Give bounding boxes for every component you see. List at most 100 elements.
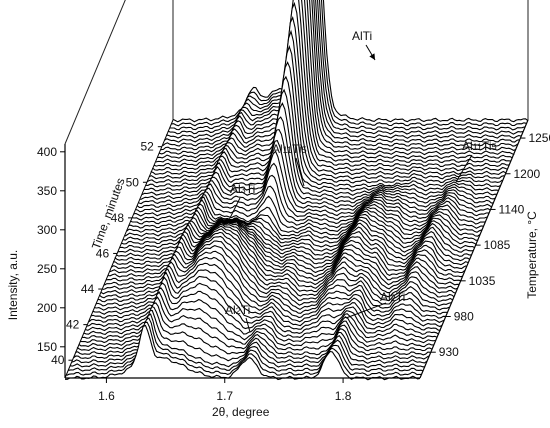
scan-line [78, 291, 434, 348]
scan-line [143, 75, 499, 192]
temperature-tick-label: 1035 [469, 274, 496, 288]
scan-line [157, 0, 513, 160]
x-tick-label: 1.8 [335, 389, 352, 403]
back-frame [64, 0, 529, 145]
time-tick-label: 52 [140, 140, 154, 154]
scan-line [128, 185, 484, 229]
scan-line [90, 256, 446, 319]
scan-line [147, 44, 503, 184]
x-tick-label: 1.6 [98, 389, 115, 403]
scan-line [94, 245, 450, 311]
phase-label-al3ti: Al3Ti [230, 182, 255, 196]
time-tick-label: 42 [66, 318, 80, 332]
scan-line [131, 162, 488, 221]
scan-line [140, 102, 496, 201]
front-frame [64, 119, 529, 379]
scan-line [129, 174, 486, 225]
scan-fill [140, 103, 496, 205]
scan-line [167, 0, 523, 135]
scan-line [66, 321, 422, 377]
time-tick-label: 40 [51, 353, 65, 367]
phase-label-al2ti-right: Al2Ti [380, 290, 405, 304]
scan-line [172, 0, 529, 123]
scan-fill [173, 0, 528, 128]
scan-line [82, 282, 438, 340]
scan-line [97, 235, 453, 303]
scan-line [73, 306, 429, 360]
time-tick-label: 44 [81, 282, 95, 296]
al2ti-right-pointer [345, 302, 387, 319]
scan-line [136, 128, 493, 208]
scan-line [68, 317, 424, 372]
scan-line [124, 193, 481, 237]
temperature-tick-label: 1140 [499, 202, 525, 216]
scan-line [95, 240, 452, 307]
scan-fill [142, 90, 498, 201]
scan-fill [169, 0, 525, 136]
scan-line [152, 1, 508, 172]
scan-line [135, 139, 491, 213]
scan-line [145, 61, 501, 188]
axis-ticks: 1.6 1.7 1.8 150 200 250 300 350 400 40 42 44 46 48 50 5… [37, 131, 550, 403]
scan-line [165, 0, 522, 139]
al11ti5-right-pointer [455, 154, 473, 183]
scan-line [138, 116, 494, 205]
phase-label-al11ti5-right: Al11Ti5 [462, 139, 497, 153]
phase-label-al2ti-left: Al2Ti [225, 303, 250, 317]
time-tick-label: 46 [96, 246, 110, 260]
frame-left-diagonal [64, 0, 126, 145]
scan-line [75, 302, 431, 356]
al3ti-pointer [227, 197, 241, 223]
alti-pointer [365, 44, 376, 61]
temperature-tick-label: 1200 [514, 167, 541, 181]
scan-line [159, 0, 515, 156]
temperature-axis-line [419, 119, 529, 379]
x-axis-label: 2θ, degree [212, 405, 270, 419]
temperature-tick-label: 930 [439, 345, 459, 359]
y-tick-label: 350 [37, 184, 57, 198]
scan-line [160, 0, 517, 152]
phase-annotations: AlTi Al11Ti5 Al3Ti Al11Ti5 Al2Ti Al2Ti [225, 29, 497, 333]
x-tick-label: 1.7 [216, 389, 233, 403]
temperature-tick-label: 1085 [484, 238, 511, 252]
scan-line [76, 296, 433, 352]
scan-line [126, 191, 482, 233]
al2ti-left-pointer [245, 317, 251, 333]
scan-line [148, 29, 505, 180]
scan-lines [65, 0, 529, 386]
scan-line [164, 0, 520, 143]
temperature-axis-label: Temperature, °C [525, 211, 539, 299]
y-axis-label: Intensity, a.u. [6, 250, 20, 320]
scan-fill [65, 325, 420, 386]
time-axis-line [64, 119, 174, 379]
y-tick-label: 250 [37, 262, 57, 276]
time-tick-label: 50 [126, 175, 140, 189]
scan-line [155, 0, 511, 164]
scan-line [133, 150, 489, 217]
y-tick-label: 200 [37, 301, 57, 315]
scan-line [153, 0, 510, 168]
scan-line [171, 0, 527, 127]
scan-fill [171, 0, 527, 132]
scan-line [88, 262, 445, 324]
y-tick-label: 300 [37, 223, 57, 237]
scan-line [71, 310, 428, 364]
phase-label-alti: AlTi [352, 29, 372, 43]
scan-line [85, 271, 441, 332]
scan-line [70, 313, 426, 369]
scan-line [92, 250, 448, 315]
y-tick-label: 400 [37, 145, 57, 159]
scan-line [80, 287, 436, 344]
temperature-tick-label: 1250 [528, 131, 550, 145]
phase-label-al11ti5-top: Al11Ti5 [272, 142, 307, 156]
scan-line [87, 268, 443, 328]
scan-line [169, 0, 525, 131]
y-tick-label: 150 [37, 340, 57, 354]
time-tick-label: 48 [111, 211, 125, 225]
scan-fill [143, 76, 499, 197]
scan-line [141, 88, 498, 196]
scan-line [83, 276, 440, 335]
scan-line [162, 0, 519, 147]
